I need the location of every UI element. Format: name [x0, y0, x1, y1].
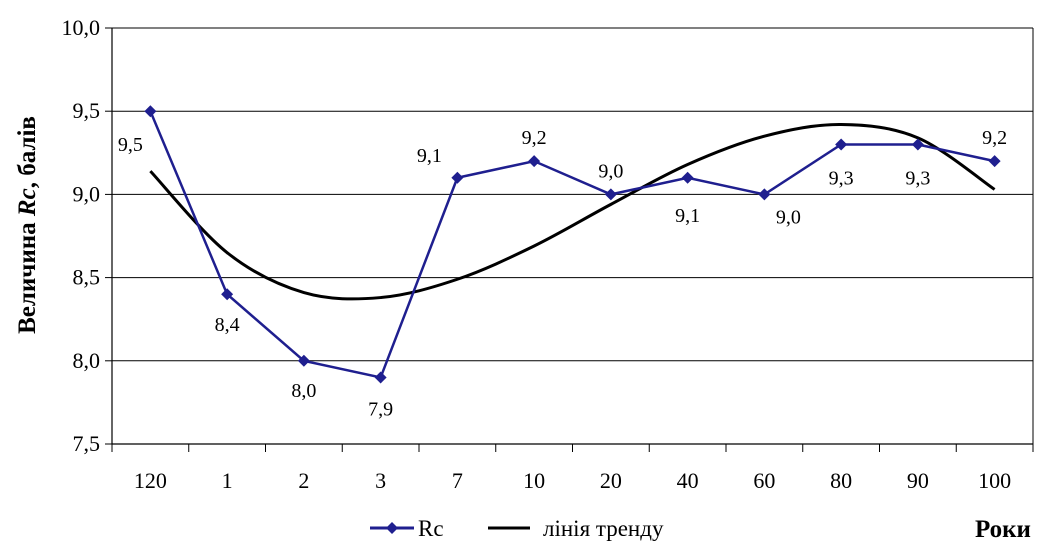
x-tick-label: 2	[298, 468, 309, 493]
y-tick-label: 7,5	[73, 431, 101, 456]
rc-marker	[451, 171, 464, 184]
data-label: 9,0	[598, 160, 623, 182]
data-labels: 9,5 8,4 8,0 7,9 9,1 9,2 9,0 9,1 9,0 9,3 9,3 9,2	[118, 127, 1007, 420]
data-label: 8,4	[215, 314, 240, 336]
x-tick-label: 7	[452, 468, 463, 493]
x-tick-labels: 120 1 2 3 7 10 20 40 60 80 90 100	[134, 468, 1011, 493]
data-label: 9,2	[522, 127, 547, 149]
data-label: 9,2	[982, 127, 1007, 149]
y-axis-label: Величина Rc, балів	[14, 116, 41, 334]
legend-rc-label: Rc	[418, 516, 444, 541]
data-label: 9,1	[417, 145, 442, 167]
data-label: 7,9	[368, 398, 393, 420]
x-tick-label: 90	[907, 468, 929, 493]
y-tick-labels: 7,5 8,0 8,5 9,0 9,5 10,0	[62, 15, 101, 456]
y-tick-label: 9,5	[73, 98, 101, 123]
rc-marker	[911, 138, 924, 151]
data-label: 8,0	[291, 380, 316, 402]
x-axis-label: Роки	[975, 516, 1031, 543]
data-label: 9,3	[829, 167, 854, 189]
x-tick-label: 80	[830, 468, 852, 493]
trendline-series	[149, 123, 996, 301]
data-label: 9,3	[905, 167, 930, 189]
rc-marker	[144, 105, 157, 118]
rc-marker	[758, 188, 771, 201]
rc-marker	[835, 138, 848, 151]
rc-marker	[681, 171, 694, 184]
rc-marker	[297, 354, 310, 367]
rc-marker	[988, 155, 1001, 168]
y-tick-label: 10,0	[62, 15, 101, 40]
rc-series	[144, 105, 1001, 384]
legend-trend-label: лінія тренду	[543, 516, 664, 541]
x-tick-label: 40	[677, 468, 699, 493]
x-tick-label: 3	[375, 468, 386, 493]
trendline	[149, 123, 996, 301]
rc-marker	[374, 371, 387, 384]
grid-lines	[112, 27, 1033, 362]
rc-marker	[528, 155, 541, 168]
rc-line	[149, 110, 995, 379]
x-tick-label: 20	[600, 468, 622, 493]
rc-marker	[221, 288, 234, 301]
x-tick-label: 1	[222, 468, 233, 493]
y-tick-label: 9,0	[73, 181, 101, 206]
data-label: 9,1	[675, 205, 700, 227]
x-tick-label: 120	[134, 468, 167, 493]
legend-rc-marker	[386, 522, 398, 534]
x-tick-label: 100	[978, 468, 1011, 493]
y-tick-label: 8,5	[73, 265, 101, 290]
legend: Rc лінія тренду	[370, 516, 664, 541]
data-label: 9,5	[118, 134, 143, 156]
data-label: 9,0	[776, 206, 801, 228]
rc-marker	[604, 188, 617, 201]
x-tick-label: 60	[753, 468, 775, 493]
y-tick-label: 8,0	[73, 348, 101, 373]
x-tick-label: 10	[523, 468, 545, 493]
axes	[105, 27, 1034, 452]
